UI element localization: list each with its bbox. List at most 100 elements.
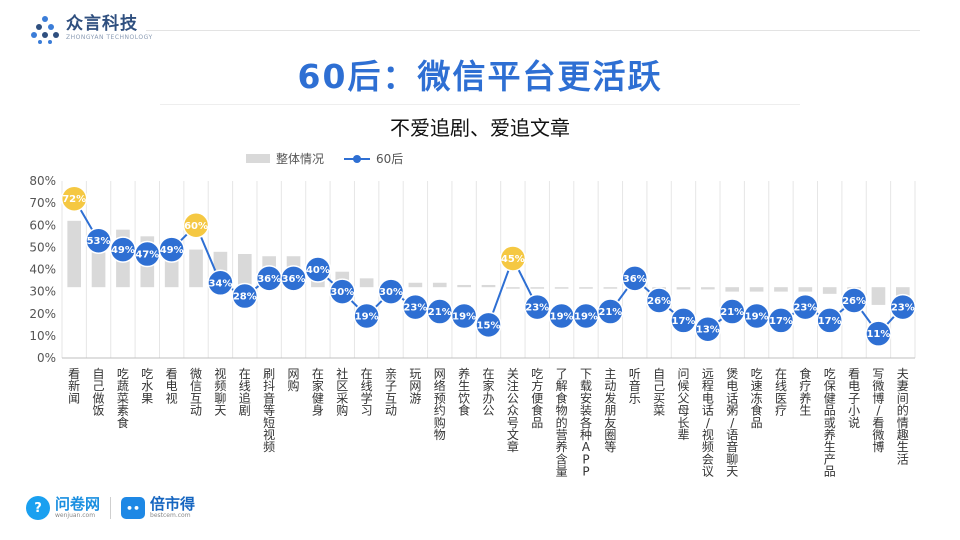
x-tick-label: 煲电话粥/语音聊天 <box>726 366 738 479</box>
point-label: 23% <box>891 303 915 314</box>
point-label: 72% <box>62 194 86 205</box>
point-label: 19% <box>574 311 598 322</box>
point-label: 17% <box>769 316 793 327</box>
legend-label-60s: 60后 <box>376 152 404 166</box>
point-label: 26% <box>647 296 671 307</box>
x-tick-label: 看电子小说 <box>848 367 860 430</box>
bar-overall <box>871 287 886 305</box>
point-60s <box>450 302 478 330</box>
bar-overall <box>189 249 203 288</box>
point-label: 19% <box>745 311 769 322</box>
y-tick-label: 30% <box>29 285 56 299</box>
bar-overall <box>237 254 252 288</box>
y-tick-label: 80% <box>29 174 56 188</box>
footer-brand-wenjuan: ? 问卷网 wenjuan.com <box>26 496 100 520</box>
point-60s <box>475 311 502 339</box>
legend-label-overall: 整体情况 <box>276 152 325 166</box>
point-60s <box>304 256 332 283</box>
legend-bar-swatch <box>246 154 270 163</box>
point-label: 60% <box>184 221 208 232</box>
x-tick-label: 在线学习 <box>361 367 373 418</box>
brand-logo: 众言科技 ZHONGYAN TECHNOLOGY <box>30 14 153 44</box>
x-tick-label: 养生饮食 <box>458 366 470 418</box>
bar-overall <box>408 282 423 288</box>
header-divider <box>146 30 920 31</box>
x-tick-label: 网络预约购物 <box>434 367 446 442</box>
point-60s <box>158 236 185 263</box>
x-tick-label: 夫妻间的情趣生活 <box>897 367 909 466</box>
point-label: 36% <box>257 274 281 285</box>
bar-overall <box>67 220 82 288</box>
point-label: 17% <box>818 316 842 327</box>
footer-brand-bestcem: •• 倍市得 bestcem.com <box>121 496 195 520</box>
x-tick-label: 微信互动 <box>190 367 202 418</box>
point-label: 23% <box>793 303 817 314</box>
footer: ? 问卷网 wenjuan.com •• 倍市得 bestcem.com <box>26 496 195 520</box>
x-tick-label: 吃蔬菜素食 <box>117 367 129 430</box>
point-60s <box>840 287 868 314</box>
point-60s <box>353 302 380 330</box>
x-tick-label: 写微博/看微博 <box>872 367 884 454</box>
wenjuan-logo-icon: ? <box>26 496 50 520</box>
x-tick-label: 视频聊天 <box>214 366 226 418</box>
brand-subtitle: ZHONGYAN TECHNOLOGY <box>66 34 153 41</box>
x-tick-label: 在家办公 <box>482 367 494 418</box>
point-label: 30% <box>379 287 403 298</box>
point-60s <box>694 315 722 343</box>
bar-overall <box>530 287 545 289</box>
point-60s <box>767 307 795 334</box>
x-tick-label: 看新闻 <box>68 367 80 405</box>
point-60s <box>670 307 697 334</box>
footer-divider <box>110 497 112 519</box>
point-label: 30% <box>330 287 354 298</box>
x-tick-label: 玩网游 <box>409 367 421 405</box>
x-tick-label: 亲子互动 <box>385 367 397 418</box>
point-60s <box>889 293 917 321</box>
x-tick-label: 关注公众号文章 <box>507 367 519 454</box>
point-60s <box>621 265 648 292</box>
footer-brand2-url: bestcem.com <box>150 512 191 519</box>
x-tick-label: 食疗养生 <box>799 366 811 418</box>
y-tick-label: 20% <box>29 307 56 321</box>
bar-overall <box>432 282 447 288</box>
bar-overall <box>506 287 520 289</box>
point-60s <box>597 298 624 325</box>
x-tick-label: 吃水果 <box>141 367 153 405</box>
point-label: 47% <box>135 250 159 261</box>
bar-overall <box>822 287 837 294</box>
x-tick-label: 自己买菜 <box>653 367 665 418</box>
point-60s <box>499 245 527 272</box>
point-60s <box>329 278 356 305</box>
title-divider <box>160 104 800 105</box>
page-subtitle: 不爱追剧、爱追文章 <box>390 116 570 140</box>
point-60s <box>182 212 210 239</box>
point-60s <box>792 293 819 321</box>
bar-overall <box>457 284 471 288</box>
point-label: 34% <box>208 278 232 289</box>
point-60s <box>231 282 259 310</box>
point-label: 23% <box>525 303 549 314</box>
y-tick-label: 50% <box>29 240 56 254</box>
bar-overall <box>798 287 813 292</box>
point-60s <box>207 269 234 297</box>
bestcem-logo-icon: •• <box>121 497 146 519</box>
legend-line-swatch <box>344 154 371 163</box>
point-label: 21% <box>598 307 622 318</box>
point-label: 49% <box>160 245 184 256</box>
x-tick-label: 自己做饭 <box>93 367 105 418</box>
x-tick-label: 吃速冻食品 <box>751 367 763 430</box>
point-label: 21% <box>720 307 744 318</box>
bar-overall <box>725 287 740 292</box>
point-60s <box>280 265 307 292</box>
point-label: 23% <box>403 303 427 314</box>
point-60s <box>85 227 112 254</box>
point-60s <box>523 293 551 321</box>
bar-overall <box>749 287 764 292</box>
x-tick-label: 吃方便食品 <box>531 367 543 430</box>
x-tick-label: 刷抖音等短视频 <box>263 367 275 454</box>
brand-logo-icon <box>31 16 59 44</box>
x-tick-label: 在线追剧 <box>239 367 251 418</box>
x-tick-label: 在家健身 <box>312 367 324 418</box>
y-tick-label: 10% <box>29 329 56 343</box>
point-label: 19% <box>452 311 476 322</box>
